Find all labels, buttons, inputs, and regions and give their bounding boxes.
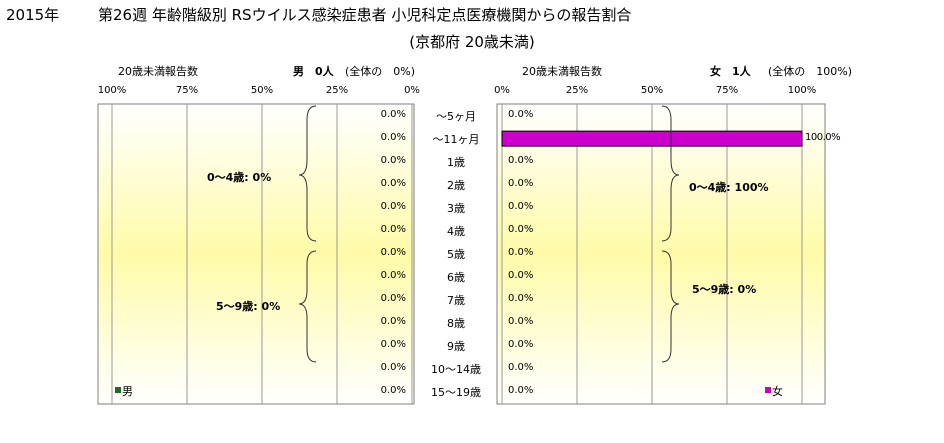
male-value-label: 0.0% (380, 223, 406, 235)
male-value-label: 0.0% (380, 385, 406, 397)
right-tick-label: 75% (715, 85, 739, 96)
right-tick-label: 50% (640, 85, 664, 96)
female-value-label: 0.0% (508, 385, 534, 397)
left-share: (全体の 0%) (345, 65, 416, 78)
female-value-label: 0.0% (508, 223, 534, 235)
female-value-label: 0.0% (508, 339, 534, 351)
female-value-label: 0.0% (508, 293, 534, 305)
right-plot-area (496, 103, 826, 405)
braces (298, 105, 680, 363)
male-value-label: 0.0% (380, 316, 406, 328)
female-value-label: 0.0% (508, 200, 534, 212)
left-brace-0-4 (298, 105, 317, 242)
male-value-label: 0.0% (380, 108, 406, 120)
right-share: (全体の 100%) (768, 65, 853, 78)
female-value-label: 0.0% (508, 316, 534, 328)
male-value-label: 0.0% (380, 131, 406, 143)
age-category-label: 2歳 (447, 178, 465, 192)
age-category-label: 7歳 (447, 294, 465, 308)
male-value-label: 0.0% (380, 200, 406, 212)
left-brace-5-9 (298, 250, 317, 363)
left-plot-area (97, 103, 415, 405)
female-legend-label: 女 (772, 385, 783, 398)
left-tick-label: 25% (325, 85, 349, 96)
male-value-label: 0.0% (380, 177, 406, 189)
right-sex-count: 女 1人 (710, 65, 751, 78)
title-year: 2015年 (6, 6, 60, 24)
title-main: 第26週 年齢階級別 RSウイルス感染症患者 小児科定点医療機関からの報告割合 (98, 6, 632, 24)
right-tick-label: 25% (565, 85, 589, 96)
age-category-label: 6歳 (447, 271, 465, 285)
right-brace-5-9 (661, 250, 680, 363)
female-value-label: 0.0% (508, 177, 534, 189)
left-tick-label: 50% (250, 85, 274, 96)
chart-title: 2015年 第26週 年齢階級別 RSウイルス感染症患者 小児科定点医療機関からの… (6, 4, 631, 25)
right-tick-label: 0% (494, 85, 510, 96)
female-value-label: 0.0% (508, 247, 534, 258)
female-value-label: 100.0% (805, 131, 841, 143)
age-category-label: ～5ヶ月 (436, 109, 476, 123)
right-header-label: 20歳未満報告数 (522, 65, 602, 78)
left-group-label-5-9: 5～9歳: 0% (216, 300, 281, 313)
left-header-label: 20歳未満報告数 (118, 65, 198, 78)
left-tick-label: 0% (404, 85, 420, 96)
right-group-label-5-9: 5～9歳: 0% (692, 283, 757, 296)
female-bar (501, 130, 803, 147)
male-value-label: 0.0% (380, 362, 406, 374)
left-sex-count: 男 0人 (293, 65, 334, 78)
female-value-label: 0.0% (508, 108, 534, 120)
age-category-label: 5歳 (447, 248, 465, 261)
male-value-label: 0.0% (380, 270, 406, 282)
male-legend-label: 男 (122, 385, 133, 398)
female-legend-marker (765, 387, 771, 393)
age-category-label: 1歳 (447, 155, 465, 169)
right-tick-label: 100% (787, 85, 817, 96)
male-legend-marker (115, 387, 121, 393)
bars-layer (501, 130, 803, 147)
left-tick-label: 100% (97, 85, 127, 96)
male-value-label: 0.0% (380, 247, 406, 258)
age-category-label: 15～19歳 (431, 386, 481, 400)
age-category-label: 8歳 (447, 317, 465, 331)
female-value-label: 0.0% (508, 154, 534, 166)
age-category-label: 4歳 (447, 224, 465, 238)
right-group-label-0-4: 0～4歳: 100% (689, 181, 769, 194)
male-value-label: 0.0% (380, 339, 406, 351)
age-category-label: 10～14歳 (431, 363, 481, 377)
female-value-label: 0.0% (508, 270, 534, 282)
male-value-label: 0.0% (380, 154, 406, 166)
left-tick-label: 75% (175, 85, 199, 96)
age-category-label: ～11ヶ月 (432, 132, 480, 146)
age-category-label: 3歳 (447, 201, 465, 215)
age-category-label: 9歳 (447, 340, 465, 354)
chart-subtitle: (京都府 20歳未満) (409, 33, 535, 51)
right-brace-0-4 (661, 105, 680, 242)
male-value-label: 0.0% (380, 293, 406, 305)
female-value-label: 0.0% (508, 362, 534, 374)
left-group-label-0-4: 0～4歳: 0% (207, 171, 272, 184)
gridlines (111, 104, 803, 404)
